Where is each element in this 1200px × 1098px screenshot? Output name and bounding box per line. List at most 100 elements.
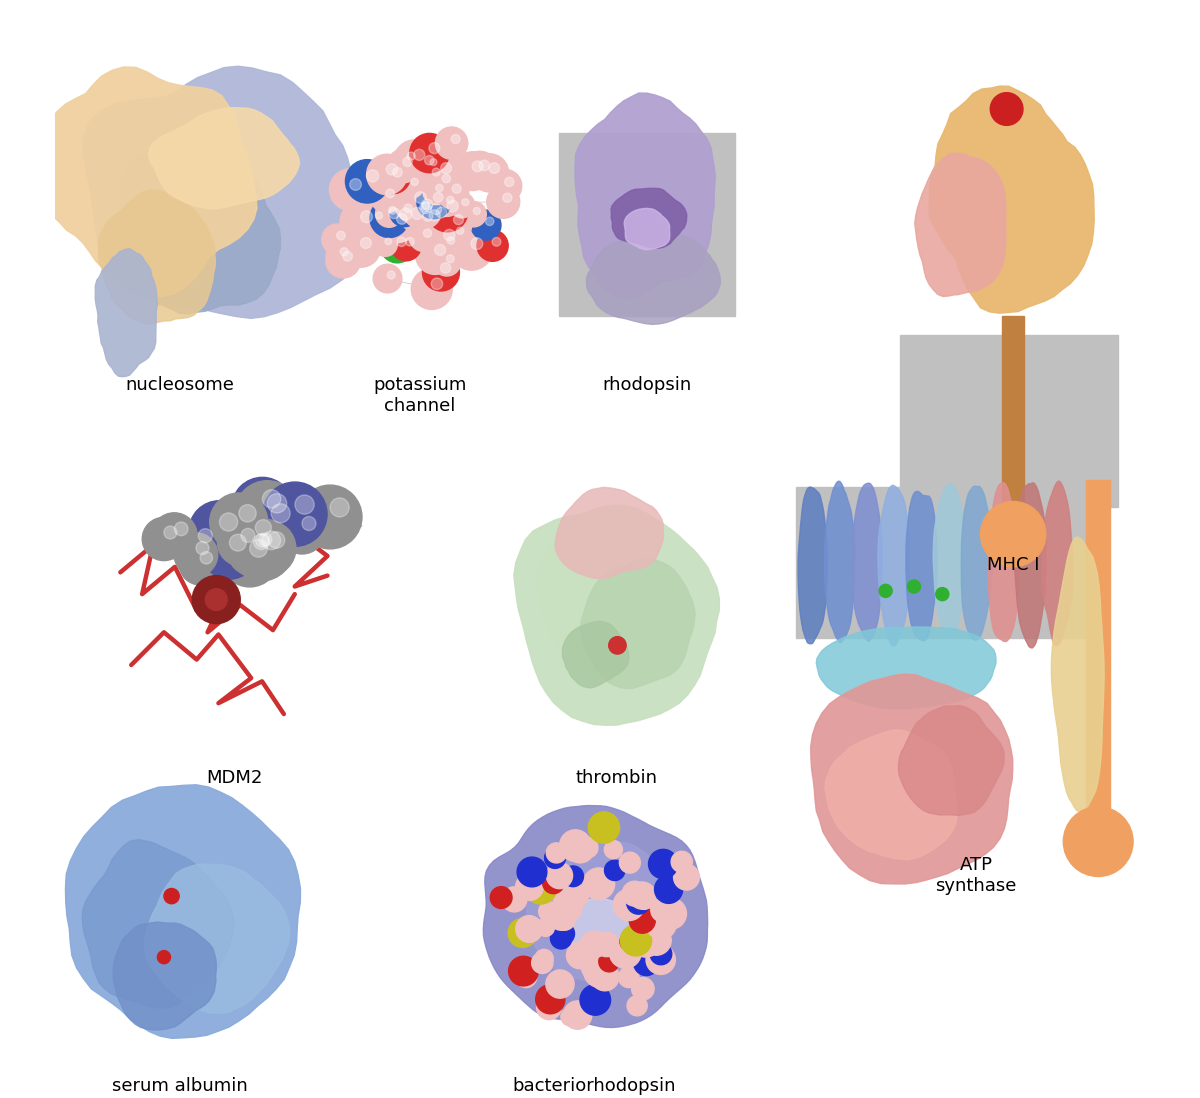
Circle shape bbox=[395, 139, 434, 180]
Circle shape bbox=[516, 876, 534, 895]
Circle shape bbox=[434, 245, 445, 256]
Circle shape bbox=[422, 211, 433, 221]
Circle shape bbox=[553, 893, 582, 922]
Circle shape bbox=[880, 584, 892, 597]
Circle shape bbox=[654, 875, 683, 904]
Circle shape bbox=[552, 907, 576, 930]
Circle shape bbox=[461, 152, 498, 189]
Circle shape bbox=[378, 204, 416, 243]
Circle shape bbox=[392, 145, 422, 175]
Circle shape bbox=[605, 841, 623, 859]
Circle shape bbox=[174, 522, 188, 536]
Circle shape bbox=[389, 206, 396, 214]
Bar bbox=[1002, 316, 1024, 507]
Circle shape bbox=[547, 900, 576, 930]
Circle shape bbox=[620, 932, 638, 951]
Circle shape bbox=[535, 950, 553, 967]
Circle shape bbox=[450, 193, 475, 217]
Circle shape bbox=[402, 190, 442, 229]
Circle shape bbox=[532, 952, 553, 974]
Circle shape bbox=[388, 271, 395, 279]
Circle shape bbox=[370, 199, 409, 237]
Circle shape bbox=[518, 876, 541, 900]
Circle shape bbox=[456, 227, 463, 234]
Polygon shape bbox=[852, 483, 882, 641]
Circle shape bbox=[360, 237, 371, 248]
Circle shape bbox=[164, 526, 176, 539]
Circle shape bbox=[250, 539, 268, 557]
Circle shape bbox=[418, 199, 456, 236]
Text: rhodopsin: rhodopsin bbox=[602, 377, 691, 394]
Polygon shape bbox=[934, 483, 965, 638]
Circle shape bbox=[440, 262, 451, 273]
Circle shape bbox=[430, 210, 440, 221]
Circle shape bbox=[421, 154, 461, 192]
Circle shape bbox=[515, 966, 536, 987]
Circle shape bbox=[364, 206, 389, 232]
Polygon shape bbox=[1014, 483, 1046, 648]
Circle shape bbox=[517, 858, 547, 887]
Circle shape bbox=[655, 898, 686, 929]
Circle shape bbox=[648, 850, 678, 878]
Circle shape bbox=[437, 177, 469, 209]
Circle shape bbox=[554, 885, 581, 911]
Polygon shape bbox=[538, 514, 658, 659]
Circle shape bbox=[536, 995, 562, 1020]
Circle shape bbox=[470, 154, 509, 192]
Circle shape bbox=[373, 233, 397, 256]
Circle shape bbox=[360, 211, 372, 223]
Circle shape bbox=[516, 916, 542, 942]
Circle shape bbox=[220, 527, 280, 587]
Circle shape bbox=[343, 251, 353, 261]
Circle shape bbox=[422, 202, 430, 209]
Circle shape bbox=[398, 172, 425, 198]
Circle shape bbox=[262, 531, 281, 550]
Circle shape bbox=[580, 985, 611, 1016]
Circle shape bbox=[406, 203, 442, 238]
Circle shape bbox=[436, 184, 443, 192]
Circle shape bbox=[542, 872, 564, 894]
Circle shape bbox=[448, 237, 455, 244]
Polygon shape bbox=[514, 505, 720, 725]
Circle shape bbox=[196, 541, 209, 554]
Circle shape bbox=[376, 200, 403, 227]
Circle shape bbox=[415, 192, 426, 203]
Circle shape bbox=[583, 955, 616, 987]
Circle shape bbox=[605, 860, 625, 881]
Circle shape bbox=[342, 228, 380, 267]
Circle shape bbox=[539, 901, 558, 921]
Circle shape bbox=[420, 202, 432, 214]
Circle shape bbox=[551, 928, 572, 949]
Circle shape bbox=[560, 1008, 578, 1026]
Circle shape bbox=[907, 580, 920, 593]
Circle shape bbox=[451, 135, 460, 144]
Circle shape bbox=[268, 494, 287, 513]
Circle shape bbox=[179, 544, 221, 585]
Circle shape bbox=[410, 134, 449, 172]
Circle shape bbox=[278, 507, 325, 554]
Circle shape bbox=[436, 127, 468, 159]
Circle shape bbox=[412, 208, 424, 220]
Circle shape bbox=[340, 248, 348, 256]
Circle shape bbox=[400, 209, 412, 220]
Text: ATP
synthase: ATP synthase bbox=[936, 855, 1016, 895]
Circle shape bbox=[198, 528, 212, 542]
Circle shape bbox=[386, 149, 420, 182]
Text: nucleosome: nucleosome bbox=[126, 377, 235, 394]
Circle shape bbox=[373, 265, 402, 293]
Circle shape bbox=[404, 204, 413, 212]
Polygon shape bbox=[95, 249, 157, 377]
Polygon shape bbox=[914, 153, 1006, 296]
Circle shape bbox=[563, 866, 583, 887]
Circle shape bbox=[227, 523, 280, 576]
Circle shape bbox=[256, 534, 269, 547]
Polygon shape bbox=[798, 488, 827, 643]
Circle shape bbox=[599, 951, 619, 972]
Polygon shape bbox=[961, 486, 992, 640]
Circle shape bbox=[631, 977, 654, 1000]
Circle shape bbox=[330, 169, 371, 211]
Circle shape bbox=[508, 919, 536, 948]
Circle shape bbox=[202, 523, 258, 579]
Circle shape bbox=[427, 191, 468, 232]
Circle shape bbox=[205, 589, 227, 610]
